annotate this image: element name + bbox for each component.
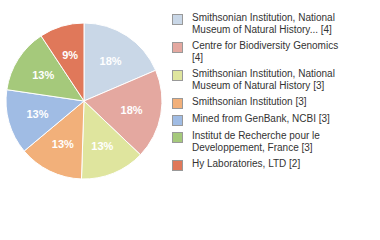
svg-text:18%: 18% — [100, 55, 122, 67]
svg-text:9%: 9% — [62, 49, 78, 61]
svg-text:13%: 13% — [32, 69, 54, 81]
html-text:Institut de Recherche pour le: Institut de Recherche pour le Developpem… — [192, 130, 320, 153]
svg-text:18%: 18% — [121, 104, 143, 116]
html-text:Hy Laboratories, LTD [2]: Hy Laboratories, LTD [2] — [192, 158, 301, 169]
svg-text:13%: 13% — [91, 140, 113, 152]
svg-text:13%: 13% — [26, 108, 48, 120]
html-text:Smithsonian Institution [3]: Smithsonian Institution [3] — [192, 96, 307, 107]
html-text:Smithsonian Institution, Natio: Smithsonian Institution, National Museum… — [192, 68, 335, 91]
html-text:Mined from GenBank, NCBI [3]: Mined from GenBank, NCBI [3] — [192, 113, 330, 124]
svg-text:13%: 13% — [52, 138, 74, 150]
html-text:Centre for Biodiversity Genomi: Centre for Biodiversity Genomics [4] — [192, 40, 339, 63]
html-text:Smithsonian Institution, Natio: Smithsonian Institution, National Museum… — [192, 12, 335, 35]
